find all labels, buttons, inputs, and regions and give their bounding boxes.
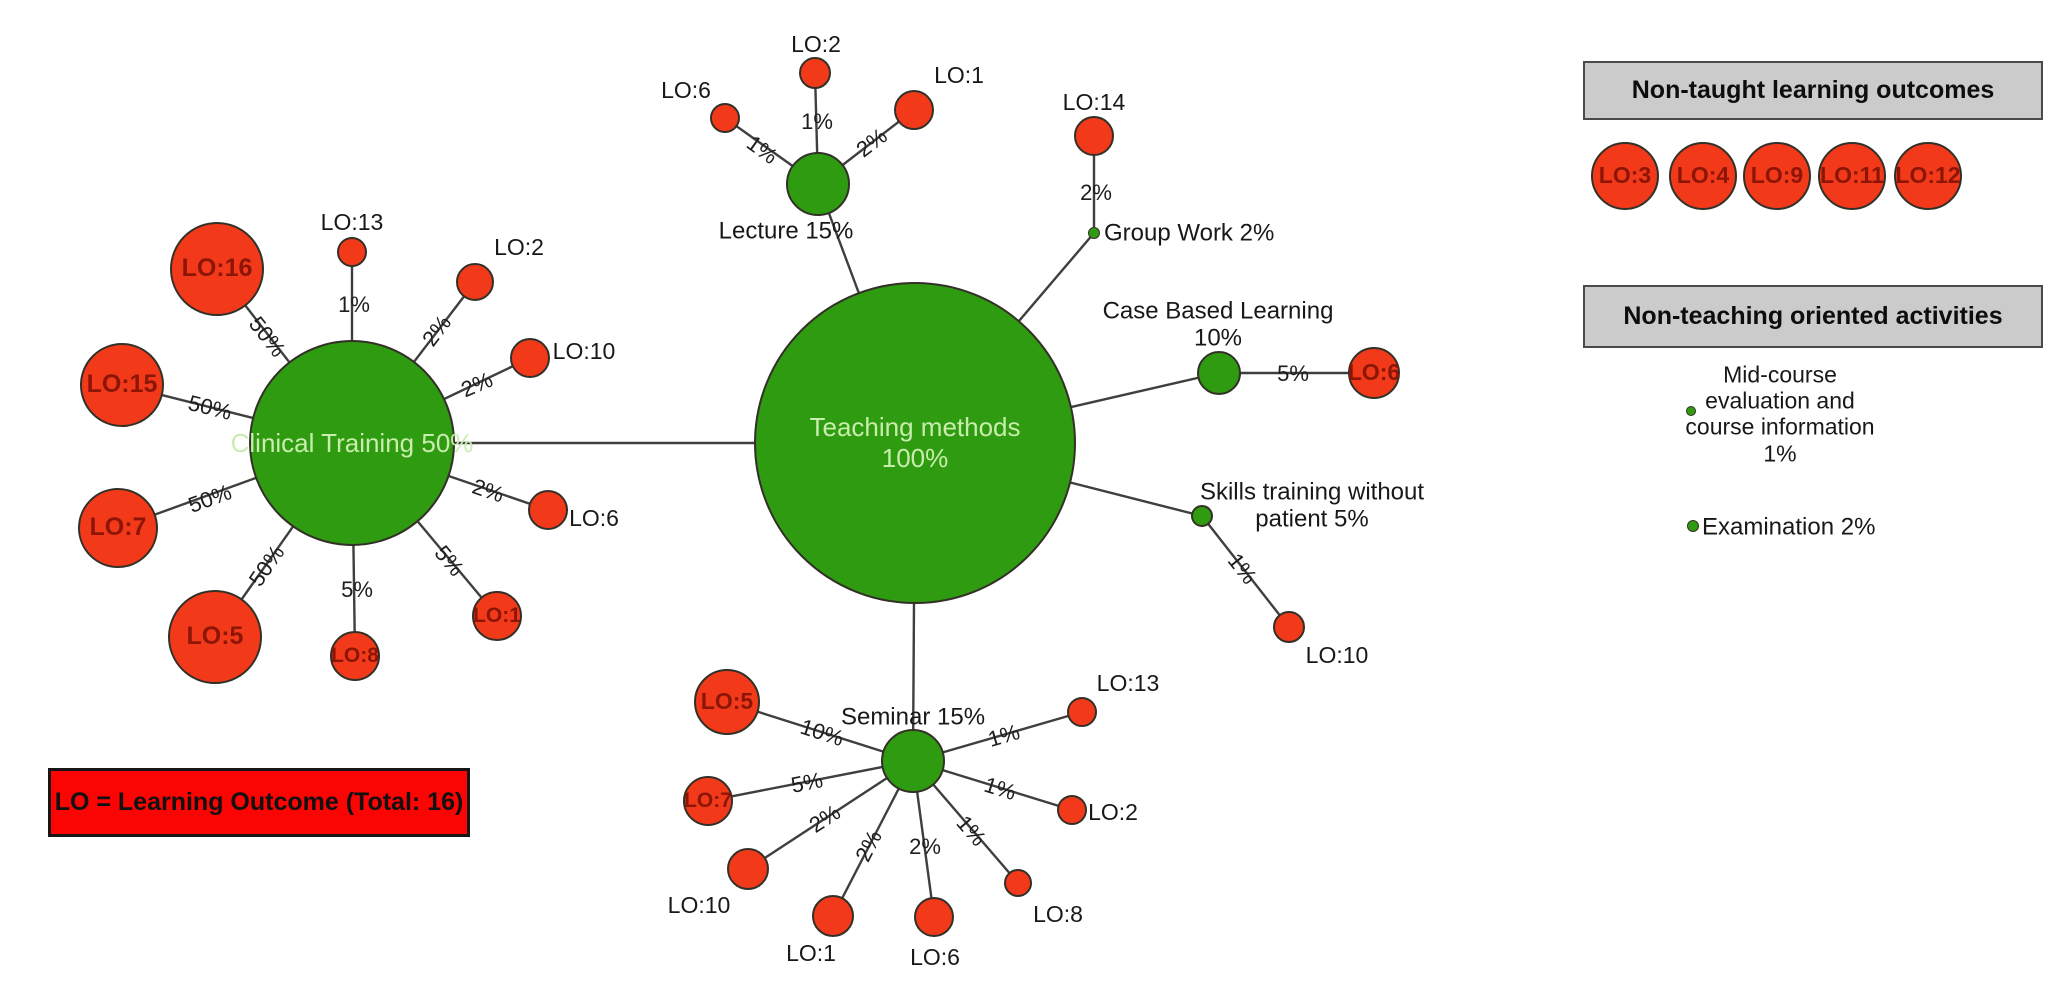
- label-lo10-clinical: LO:10: [552, 337, 616, 364]
- node-clinical-training: Clinical Training 50%: [231, 340, 473, 546]
- node-lo10-clinical: [510, 338, 550, 378]
- node-lo1-clinical: LO:1: [472, 591, 522, 641]
- label-group-work: Group Work 2%: [1104, 219, 1275, 247]
- node-skills-training: [1191, 505, 1213, 527]
- edge-line: [747, 759, 914, 871]
- node-label-lo11-non-taught: LO:11: [1820, 162, 1884, 189]
- edge-weight-label: 5%: [341, 577, 373, 602]
- label-skills-training: Skills training without patient 5%: [1199, 478, 1425, 533]
- node-lo10-seminar: [727, 848, 769, 890]
- node-lo2-clinical: [456, 263, 494, 301]
- label-lo1-seminar: LO:1: [786, 939, 836, 966]
- edge-line: [1201, 515, 1290, 628]
- node-lo6-case-based: LO:6: [1348, 347, 1400, 399]
- label-lo2-seminar: LO:2: [1088, 798, 1138, 825]
- node-lo1-seminar: [812, 895, 854, 937]
- node-group-work: [1088, 227, 1100, 239]
- edge-weight-label: 5%: [1277, 361, 1309, 386]
- node-label-lo5-seminar: LO:5: [700, 688, 754, 715]
- node-lo14-group-work: [1074, 116, 1114, 156]
- label-lo1-lecture: LO:1: [934, 61, 984, 88]
- node-lo9-non-taught: LO:9: [1743, 142, 1811, 210]
- label-lo6-clinical: LO:6: [569, 504, 619, 531]
- node-lo8-seminar: [1004, 869, 1032, 897]
- label-lo6-seminar: LO:6: [910, 943, 960, 970]
- node-label-lo5-clinical: LO:5: [186, 622, 244, 651]
- label-case-based-learning: Case Based Learning 10%: [1102, 297, 1334, 352]
- node-lecture: [786, 152, 850, 216]
- panel-header-non-teaching-title: Non-teaching oriented activities: [1623, 302, 2003, 330]
- label-lo13-clinical: LO:13: [320, 208, 384, 235]
- label-lo6-lecture: LO:6: [661, 76, 711, 103]
- legend-text: LO = Learning Outcome (Total: 16): [54, 788, 464, 816]
- label-lo8-seminar: LO:8: [1033, 900, 1083, 927]
- node-lo6-seminar: [914, 897, 954, 937]
- edge-weight-label: 1%: [801, 109, 833, 134]
- node-lo3-non-taught: LO:3: [1591, 142, 1659, 210]
- node-lo5-clinical: LO:5: [168, 590, 262, 684]
- node-lo13-seminar: [1067, 697, 1097, 727]
- node-label-lo8-clinical: LO:8: [331, 643, 379, 667]
- panel-header-non-taught-learning-outcomes: Non-taught learning outcomes: [1583, 61, 2043, 120]
- edge-weight-label: 2%: [1080, 180, 1112, 205]
- node-label-lo7-clinical: LO:7: [89, 513, 147, 542]
- node-lo6-lecture: [710, 103, 740, 133]
- node-lo1-lecture: [894, 90, 934, 130]
- label-lo14-group-work: LO:14: [1062, 88, 1126, 115]
- node-label-lo15-clinical: LO:15: [86, 370, 158, 399]
- node-lo7-clinical: LO:7: [78, 488, 158, 568]
- node-examination-dot: [1687, 520, 1699, 532]
- node-label-lo4-non-taught: LO:4: [1676, 162, 1730, 189]
- label-seminar: Seminar 15%: [840, 703, 986, 731]
- label-examination: Examination 2%: [1702, 513, 1876, 541]
- node-lo7-seminar: LO:7: [683, 776, 733, 826]
- node-label-lo7-seminar: LO:7: [684, 788, 732, 812]
- node-case-based-learning: [1197, 351, 1241, 395]
- node-label-lo16-clinical: LO:16: [181, 254, 253, 283]
- node-lo16-clinical: LO:16: [170, 222, 264, 316]
- node-label-lo12-non-taught: LO:12: [1895, 162, 1961, 189]
- node-teaching-methods: Teaching methods 100%: [754, 282, 1076, 604]
- label-lo2-clinical: LO:2: [494, 233, 544, 260]
- node-label-clinical-training: Clinical Training 50%: [230, 427, 474, 458]
- label-lecture: Lecture 15%: [718, 217, 854, 245]
- node-seminar: [881, 729, 945, 793]
- edge-line: [707, 759, 914, 803]
- node-label-lo3-non-taught: LO:3: [1598, 162, 1652, 189]
- node-lo6-clinical: [528, 490, 568, 530]
- panel-header-non-taught-title: Non-taught learning outcomes: [1631, 76, 1995, 104]
- node-lo5-seminar: LO:5: [694, 669, 760, 735]
- node-label-lo1-clinical: LO:1: [473, 603, 521, 627]
- edge-weight-label: 1%: [338, 292, 370, 317]
- node-lo15-clinical: LO:15: [80, 343, 164, 427]
- node-lo4-non-taught: LO:4: [1669, 142, 1737, 210]
- label-lo10-skills: LO:10: [1305, 641, 1369, 668]
- label-mid-course: Mid-course evaluation and course informati…: [1685, 361, 1875, 467]
- node-lo2-lecture: [799, 57, 831, 89]
- node-label-lo6-case-based: LO:6: [1347, 359, 1401, 386]
- node-lo8-clinical: LO:8: [330, 631, 380, 681]
- node-lo12-non-taught: LO:12: [1894, 142, 1962, 210]
- legend-box: LO = Learning Outcome (Total: 16): [48, 768, 470, 837]
- label-lo10-seminar: LO:10: [667, 891, 731, 918]
- node-lo2-seminar: [1057, 795, 1087, 825]
- label-lo2-lecture: LO:2: [791, 30, 841, 57]
- node-label-lo9-non-taught: LO:9: [1750, 162, 1804, 189]
- node-mid-course-dot: [1686, 406, 1696, 416]
- node-label-teaching-methods: Teaching methods 100%: [809, 412, 1021, 473]
- panel-header-non-teaching-oriented-activities: Non-teaching oriented activities: [1583, 285, 2043, 348]
- edge-weight-label: 2%: [909, 834, 941, 859]
- node-lo10-skills: [1273, 611, 1305, 643]
- label-lo13-seminar: LO:13: [1096, 669, 1160, 696]
- node-lo13-clinical: [337, 237, 367, 267]
- node-lo11-non-taught: LO:11: [1818, 142, 1886, 210]
